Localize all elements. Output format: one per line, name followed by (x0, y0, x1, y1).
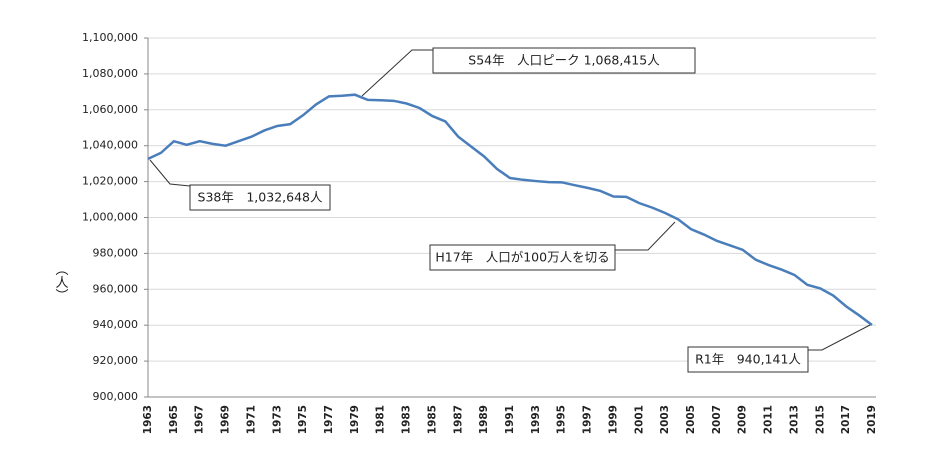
x-tick-label: 1971 (245, 405, 257, 434)
x-tick-label: 1979 (349, 405, 361, 434)
x-tick-label: 1993 (530, 405, 542, 434)
y-tick-label: 920,000 (93, 354, 139, 367)
x-tick-label: 1965 (168, 405, 180, 434)
annotation: S54年 人口ピーク 1,068,415人 (468, 53, 660, 68)
x-tick-label: 1987 (452, 405, 464, 434)
x-tick-label: 2001 (633, 405, 645, 434)
x-tick-label: 2017 (840, 405, 852, 434)
annotation-box (189, 184, 331, 211)
x-tick-label: 2009 (737, 405, 749, 434)
y-tick-label: 1,080,000 (82, 67, 138, 80)
y-tick-label: 1,100,000 (82, 31, 138, 44)
annotation: S38年 1,032,648人 (198, 190, 323, 205)
leader-line (615, 221, 676, 251)
x-tick-label: 1981 (375, 405, 387, 434)
x-tick-label: 1975 (297, 405, 309, 434)
x-tick-label: 1985 (426, 405, 438, 434)
annotation: R1年 940,141人 (695, 352, 801, 367)
leader-line (149, 159, 191, 187)
x-tick-label: 1989 (478, 405, 490, 434)
y-tick-label: 900,000 (93, 390, 139, 403)
x-tick-label: 1967 (194, 405, 206, 434)
line (147, 93, 873, 326)
x-tick-label: 2007 (711, 405, 723, 434)
annotation-box (432, 47, 696, 74)
y-tick-label: 1,040,000 (82, 139, 138, 152)
x-tick-label: 2019 (866, 405, 878, 434)
leader-line (361, 49, 433, 97)
x-tick-label: 1973 (271, 405, 283, 434)
y-tick-label: 980,000 (93, 246, 139, 259)
x-tick-label: 2015 (814, 405, 826, 434)
annotation-box (429, 244, 616, 271)
leader-line (808, 324, 871, 351)
annotation-box (687, 346, 809, 373)
x-tick-label: 2011 (763, 405, 775, 434)
x-tick-label: 1995 (556, 405, 568, 434)
x-tick-label: 1991 (504, 405, 516, 434)
y-tick-label: 1,060,000 (82, 103, 138, 116)
x-tick-label: 2005 (685, 405, 697, 434)
x-tick-label: 1969 (220, 405, 232, 434)
x-tick-label: 1983 (401, 405, 413, 434)
x-tick-label: 1999 (607, 405, 619, 434)
y-tick-label: 1,000,000 (82, 211, 138, 224)
annotation: H17年 人口が100万人を切る (435, 250, 609, 265)
y-tick-label: 960,000 (93, 282, 139, 295)
y-tick-label: 1,020,000 (82, 175, 138, 188)
x-tick-label: 1997 (582, 405, 594, 434)
x-tick-label: 2013 (788, 405, 800, 434)
x-tick-label: 1963 (142, 405, 154, 434)
y-tick-label: 940,000 (93, 318, 139, 331)
x-tick-label: 2003 (659, 405, 671, 434)
y-axis-label: （人） (53, 263, 69, 302)
x-tick-label: 1977 (323, 405, 335, 434)
